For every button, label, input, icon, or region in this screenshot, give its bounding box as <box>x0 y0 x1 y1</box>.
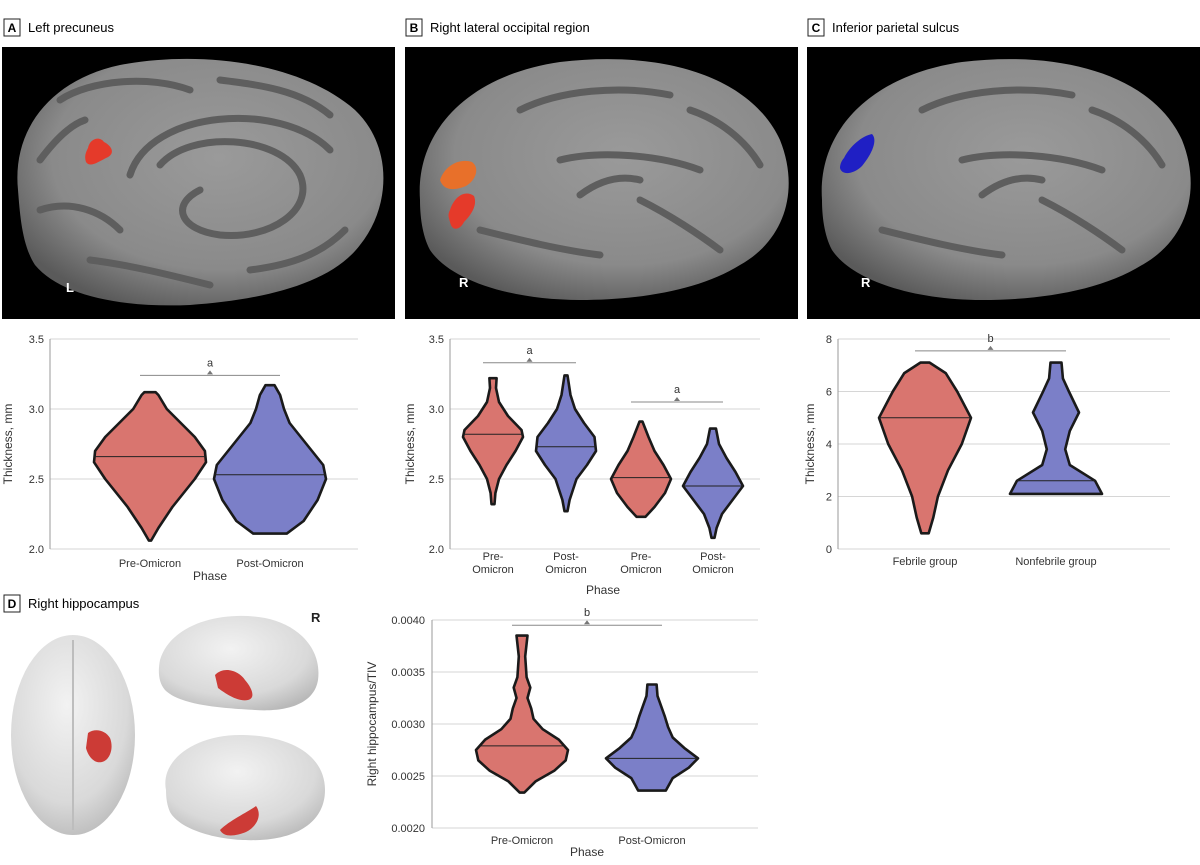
highlight-inferior-parietal-sulcus <box>840 134 875 174</box>
violin-a-0 <box>92 390 208 542</box>
panel-c-header: C Inferior parietal sulcus <box>807 18 960 37</box>
panel-b-letter: B <box>410 21 419 35</box>
violin-chart-d: 0.0020 0.0025 0.0030 0.0035 0.0040 Right hipp… <box>365 607 758 859</box>
y-tick-a-2: 3.0 <box>29 404 44 416</box>
y-tick-a-1: 2.5 <box>29 474 44 486</box>
panel-c-letter: C <box>812 21 821 35</box>
y-tick-b-3: 3.5 <box>429 334 444 346</box>
sig-label-b-0: a <box>526 345 533 357</box>
x-tick-b-3-1: Omicron <box>692 564 734 576</box>
panel-d-side-label: R <box>311 610 321 625</box>
x-tick-d-1-0: Post-Omicron <box>618 835 685 847</box>
x-tick-a-1-0: Post-Omicron <box>236 558 303 570</box>
panel-b-side-label: R <box>459 275 469 290</box>
y-tick-c-3: 6 <box>826 387 832 399</box>
sig-marker-b-0 <box>526 357 533 362</box>
y-tick-d-1: 0.0025 <box>391 771 425 783</box>
sig-marker-c-0 <box>987 345 994 350</box>
brain-image-d: R <box>11 610 325 841</box>
violin-d-0 <box>474 634 570 794</box>
violin-b-2 <box>609 420 673 519</box>
panel-d-letter: D <box>8 597 17 611</box>
x-axis-label-a: Phase <box>193 569 227 583</box>
panel-d-title: Right hippocampus <box>28 596 140 611</box>
violin-chart-c: 0 2 4 6 8 Thickness, mm Febrile group Nonfebril… <box>803 333 1170 568</box>
sig-label-d-0: b <box>584 607 590 619</box>
x-tick-b-0-0: Pre- <box>483 551 504 563</box>
x-tick-b-1-1: Omicron <box>545 564 587 576</box>
sig-marker-b-1 <box>674 397 680 401</box>
y-tick-c-1: 2 <box>826 492 832 504</box>
panel-b-letter-box <box>405 18 423 37</box>
x-tick-b-2-0: Pre- <box>631 551 652 563</box>
sig-label-b-1: a <box>674 384 681 396</box>
y-tick-b-2: 3.0 <box>429 404 444 416</box>
violin-chart-a: 2.0 2.5 3.0 3.5 Thickness, mm Pre-Omicron Post… <box>1 334 358 583</box>
glass-brain-medial-view <box>165 735 325 841</box>
panel-a-side-label: L <box>66 280 74 295</box>
sig-marker-a-0 <box>207 370 213 375</box>
violin-b-0 <box>461 376 525 506</box>
panel-a-title: Left precuneus <box>28 20 115 35</box>
violin-b-3 <box>681 427 745 540</box>
panel-b-title: Right lateral occipital region <box>430 20 590 35</box>
sig-label-c-0: b <box>987 333 993 345</box>
x-tick-b-0-1: Omicron <box>472 564 514 576</box>
y-tick-c-0: 0 <box>826 544 832 556</box>
y-axis-label-d: Right hippocampus/TIV <box>365 662 379 787</box>
panel-c-side-label: R <box>861 275 871 290</box>
violin-c-0 <box>877 361 973 535</box>
highlight-lateral-occipital-lower <box>448 193 476 229</box>
panel-b-header: B Right lateral occipital region <box>405 18 590 37</box>
y-tick-a-0: 2.0 <box>29 544 44 556</box>
y-tick-d-4: 0.0040 <box>391 615 425 627</box>
violin-c-1 <box>1008 361 1104 496</box>
x-tick-b-1-0: Post- <box>553 551 579 563</box>
x-tick-d-0-0: Pre-Omicron <box>491 835 553 847</box>
x-tick-b-3-0: Post- <box>700 551 726 563</box>
sig-marker-d-0 <box>584 620 590 625</box>
y-tick-b-0: 2.0 <box>429 544 444 556</box>
panel-a-letter-box <box>3 18 21 37</box>
y-tick-a-3: 3.5 <box>29 334 44 346</box>
violin-b-1 <box>534 374 598 513</box>
highlight-lateral-occipital-upper <box>440 160 477 190</box>
y-tick-d-2: 0.0030 <box>391 719 425 731</box>
y-axis-label-b: Thickness, mm <box>403 404 417 485</box>
panel-c-letter-box <box>807 18 825 37</box>
x-tick-a-0-0: Pre-Omicron <box>119 558 181 570</box>
panel-d-letter-box <box>3 594 21 613</box>
panel-a-header: A Left precuneus <box>3 18 115 37</box>
x-axis-label-d: Phase <box>570 845 604 859</box>
brain-image-b: R <box>405 47 798 319</box>
brain-image-a: L <box>2 47 395 319</box>
y-tick-d-3: 0.0035 <box>391 667 425 679</box>
panel-a-letter: A <box>8 21 17 35</box>
y-axis-label-c: Thickness, mm <box>803 404 817 485</box>
x-tick-c-0-0: Febrile group <box>893 556 958 568</box>
sig-label-a-0: a <box>207 357 214 369</box>
y-tick-d-0: 0.0020 <box>391 823 425 835</box>
glass-brain-top-view <box>11 635 135 835</box>
violin-d-1 <box>604 683 700 792</box>
y-tick-c-4: 8 <box>826 334 832 346</box>
y-tick-c-2: 4 <box>826 439 832 451</box>
brain-image-c: R <box>807 47 1200 319</box>
panel-c-title: Inferior parietal sulcus <box>832 20 960 35</box>
x-tick-b-2-1: Omicron <box>620 564 662 576</box>
glass-brain-lateral-view: R <box>158 610 321 711</box>
y-axis-label-a: Thickness, mm <box>1 404 15 485</box>
x-tick-c-1-0: Nonfebrile group <box>1015 556 1096 568</box>
highlight-left-precuneus <box>85 138 112 165</box>
violin-a-1 <box>212 383 328 535</box>
panel-d-header: D Right hippocampus <box>3 594 140 613</box>
x-axis-label-b: Phase <box>586 583 620 597</box>
y-tick-b-1: 2.5 <box>429 474 444 486</box>
